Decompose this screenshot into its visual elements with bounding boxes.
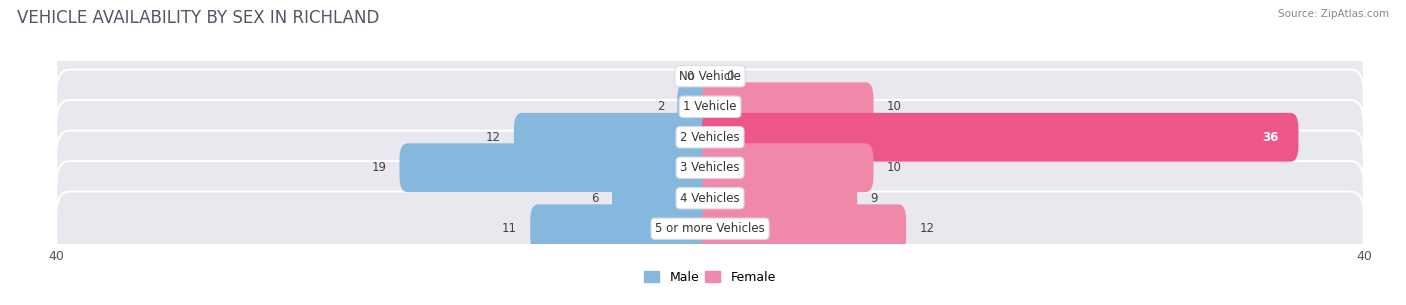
Text: 2 Vehicles: 2 Vehicles [681,131,740,144]
FancyBboxPatch shape [56,131,1364,205]
FancyBboxPatch shape [399,143,718,192]
Text: 1 Vehicle: 1 Vehicle [683,100,737,113]
FancyBboxPatch shape [702,204,905,253]
Text: 5 or more Vehicles: 5 or more Vehicles [655,222,765,235]
Text: 2: 2 [657,100,664,113]
Text: 19: 19 [371,161,387,174]
FancyBboxPatch shape [702,82,873,131]
Text: 36: 36 [1263,131,1279,144]
Text: Source: ZipAtlas.com: Source: ZipAtlas.com [1278,9,1389,19]
Text: 4 Vehicles: 4 Vehicles [681,192,740,205]
FancyBboxPatch shape [678,82,718,131]
Text: 11: 11 [502,222,517,235]
Legend: Male, Female: Male, Female [640,266,780,289]
Text: 0: 0 [727,70,734,83]
FancyBboxPatch shape [702,143,873,192]
Text: 9: 9 [870,192,877,205]
Text: 10: 10 [887,100,901,113]
FancyBboxPatch shape [56,161,1364,235]
FancyBboxPatch shape [515,113,718,162]
Text: 12: 12 [920,222,934,235]
FancyBboxPatch shape [56,70,1364,144]
Text: 3 Vehicles: 3 Vehicles [681,161,740,174]
Text: No Vehicle: No Vehicle [679,70,741,83]
Text: 12: 12 [486,131,501,144]
Text: 10: 10 [887,161,901,174]
Text: VEHICLE AVAILABILITY BY SEX IN RICHLAND: VEHICLE AVAILABILITY BY SEX IN RICHLAND [17,9,380,27]
FancyBboxPatch shape [530,204,718,253]
FancyBboxPatch shape [56,39,1364,113]
FancyBboxPatch shape [702,113,1299,162]
FancyBboxPatch shape [702,174,858,223]
Text: 6: 6 [592,192,599,205]
Text: 0: 0 [686,70,693,83]
FancyBboxPatch shape [56,192,1364,266]
FancyBboxPatch shape [612,174,718,223]
FancyBboxPatch shape [56,100,1364,174]
